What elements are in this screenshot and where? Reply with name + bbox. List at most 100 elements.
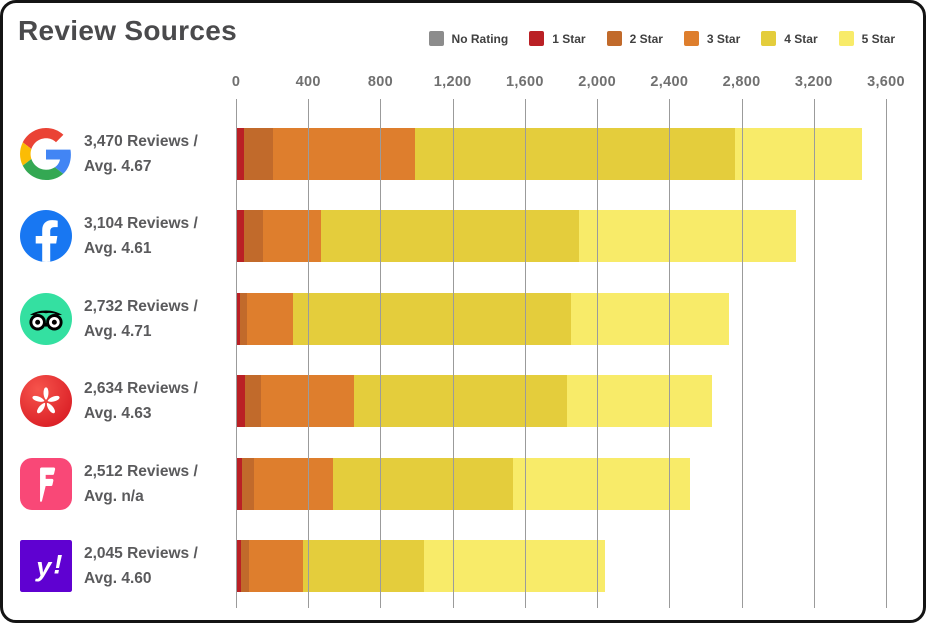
x-tick-label: 1,200 <box>433 74 472 90</box>
row-reviews-text: 2,634 Reviews / <box>84 380 198 398</box>
stacked-bar-yahoo[interactable] <box>236 540 606 592</box>
bar-segment-1-star[interactable] <box>236 128 244 180</box>
row-reviews-text: 2,732 Reviews / <box>84 297 198 315</box>
bar-segment-3-star[interactable] <box>260 375 354 428</box>
x-tick-label: 400 <box>295 74 321 90</box>
chart-row-foursquare: 2,512 Reviews / Avg. n/a <box>3 457 923 510</box>
row-label-yelp: 2,634 Reviews / Avg. 4.63 <box>84 376 198 426</box>
row-avg-text: Avg. 4.67 <box>84 158 152 175</box>
bar-segment-2-star[interactable] <box>239 292 248 345</box>
row-label-google: 3,470 Reviews / Avg. 4.67 <box>84 129 198 179</box>
chart-row-yahoo: y ! 2,045 Reviews / Avg. 4.60 <box>3 540 923 592</box>
gridline <box>741 99 743 608</box>
row-label-facebook: 3,104 Reviews / Avg. 4.61 <box>84 211 198 261</box>
legend-item-5-star[interactable]: 5 Star <box>838 31 895 46</box>
row-avg-text: Avg. n/a <box>84 487 144 505</box>
stacked-bar-tripadvisor[interactable] <box>236 292 730 345</box>
yahoo-icon: y ! <box>20 540 72 592</box>
gridline <box>308 99 310 608</box>
legend-item-4-star[interactable]: 4 Star <box>761 31 818 46</box>
bar-segment-2-star[interactable] <box>244 210 264 263</box>
legend-swatch-icon <box>761 31 777 46</box>
legend-swatch-icon <box>683 31 699 46</box>
legend-item-3-star[interactable]: 3 Star <box>683 31 741 46</box>
legend-label: 2 Star <box>629 31 663 46</box>
x-tick-label: 0 <box>231 74 241 90</box>
gridline <box>669 99 671 608</box>
gridline <box>813 99 815 608</box>
gridline <box>597 99 599 608</box>
bar-segment-5-star[interactable] <box>735 128 863 180</box>
chart-row-tripadvisor: 2,732 Reviews / Avg. 4.71 <box>3 292 923 345</box>
bar-segment-3-star[interactable] <box>253 457 333 510</box>
gridline <box>452 99 454 608</box>
legend-swatch-icon <box>606 31 622 46</box>
bar-segment-2-star[interactable] <box>245 375 261 428</box>
legend: No Rating 1 Star 2 Star 3 Star 4 Star 5 Star <box>428 31 895 46</box>
stacked-bar-yelp[interactable] <box>236 375 712 428</box>
stacked-bar-google[interactable] <box>236 128 863 180</box>
bar-segment-1-star[interactable] <box>236 375 246 428</box>
bar-segment-4-star[interactable] <box>353 375 567 428</box>
gridline <box>524 99 526 608</box>
x-tick-label: 2,800 <box>722 74 761 90</box>
bar-segment-5-star[interactable] <box>566 375 712 428</box>
gridline <box>380 99 382 608</box>
stacked-bar-facebook[interactable] <box>236 210 797 263</box>
bar-segment-2-star[interactable] <box>240 540 249 592</box>
stacked-bar-foursquare[interactable] <box>236 457 690 510</box>
legend-label: 1 Star <box>552 31 586 46</box>
bar-segment-4-star[interactable] <box>292 292 571 345</box>
row-label-foursquare: 2,512 Reviews / Avg. n/a <box>84 459 198 509</box>
google-icon <box>20 128 72 180</box>
bar-segment-4-star[interactable] <box>320 210 579 263</box>
legend-label: 4 Star <box>784 31 818 46</box>
bar-segment-3-star[interactable] <box>272 128 416 180</box>
bar-segment-1-star[interactable] <box>236 210 245 263</box>
row-reviews-text: 2,512 Reviews / <box>84 462 198 480</box>
svg-text:!: ! <box>53 549 62 580</box>
svg-text:y: y <box>34 551 53 582</box>
legend-swatch-icon <box>529 31 545 46</box>
bar-segment-5-star[interactable] <box>512 457 690 510</box>
legend-item-no-rating[interactable]: No Rating <box>428 31 508 46</box>
row-reviews-text: 3,104 Reviews / <box>84 215 198 233</box>
bar-segment-5-star[interactable] <box>570 292 730 345</box>
bar-segment-1-star[interactable] <box>236 540 241 592</box>
bar-segment-3-star[interactable] <box>247 292 293 345</box>
x-tick-label: 2,400 <box>650 74 689 90</box>
x-tick-label: 3,200 <box>794 74 833 90</box>
row-avg-text: Avg. 4.61 <box>84 240 152 258</box>
legend-item-1-star[interactable]: 1 Star <box>529 31 586 46</box>
x-tick-label: 3,600 <box>867 74 905 90</box>
legend-label: 3 Star <box>706 31 741 46</box>
legend-label: 5 Star <box>861 31 895 46</box>
row-avg-text: Avg. 4.71 <box>84 322 152 340</box>
gridline <box>236 99 237 608</box>
row-reviews-text: 3,470 Reviews / <box>84 133 198 150</box>
bar-segment-4-star[interactable] <box>332 457 513 510</box>
bar-segment-2-star[interactable] <box>243 128 273 180</box>
bar-segment-4-star[interactable] <box>303 540 424 592</box>
chart-row-facebook: 3,104 Reviews / Avg. 4.61 <box>3 210 923 263</box>
bar-segment-4-star[interactable] <box>415 128 736 180</box>
legend-item-2-star[interactable]: 2 Star <box>606 31 663 46</box>
bar-segment-1-star[interactable] <box>236 457 242 510</box>
bar-segment-1-star[interactable] <box>236 292 240 345</box>
facebook-icon <box>20 210 72 263</box>
chart-row-google: 3,470 Reviews / Avg. 4.67 <box>3 128 923 180</box>
gridline <box>886 99 887 608</box>
row-avg-text: Avg. 4.63 <box>84 405 152 423</box>
legend-swatch-icon <box>428 31 444 46</box>
bar-segment-5-star[interactable] <box>578 210 797 263</box>
legend-swatch-icon <box>838 31 854 46</box>
bar-segment-5-star[interactable] <box>423 540 606 592</box>
bar-segment-3-star[interactable] <box>248 540 304 592</box>
row-label-tripadvisor: 2,732 Reviews / Avg. 4.71 <box>84 294 198 344</box>
tripadvisor-icon <box>20 292 72 345</box>
bar-segment-2-star[interactable] <box>241 457 254 510</box>
bar-segment-3-star[interactable] <box>263 210 321 263</box>
row-label-yahoo: 2,045 Reviews / Avg. 4.60 <box>84 541 198 591</box>
chart-area: 0 400 800 1,200 1,600 2,000 2,400 2,800 3,200 3,6… <box>3 3 923 620</box>
